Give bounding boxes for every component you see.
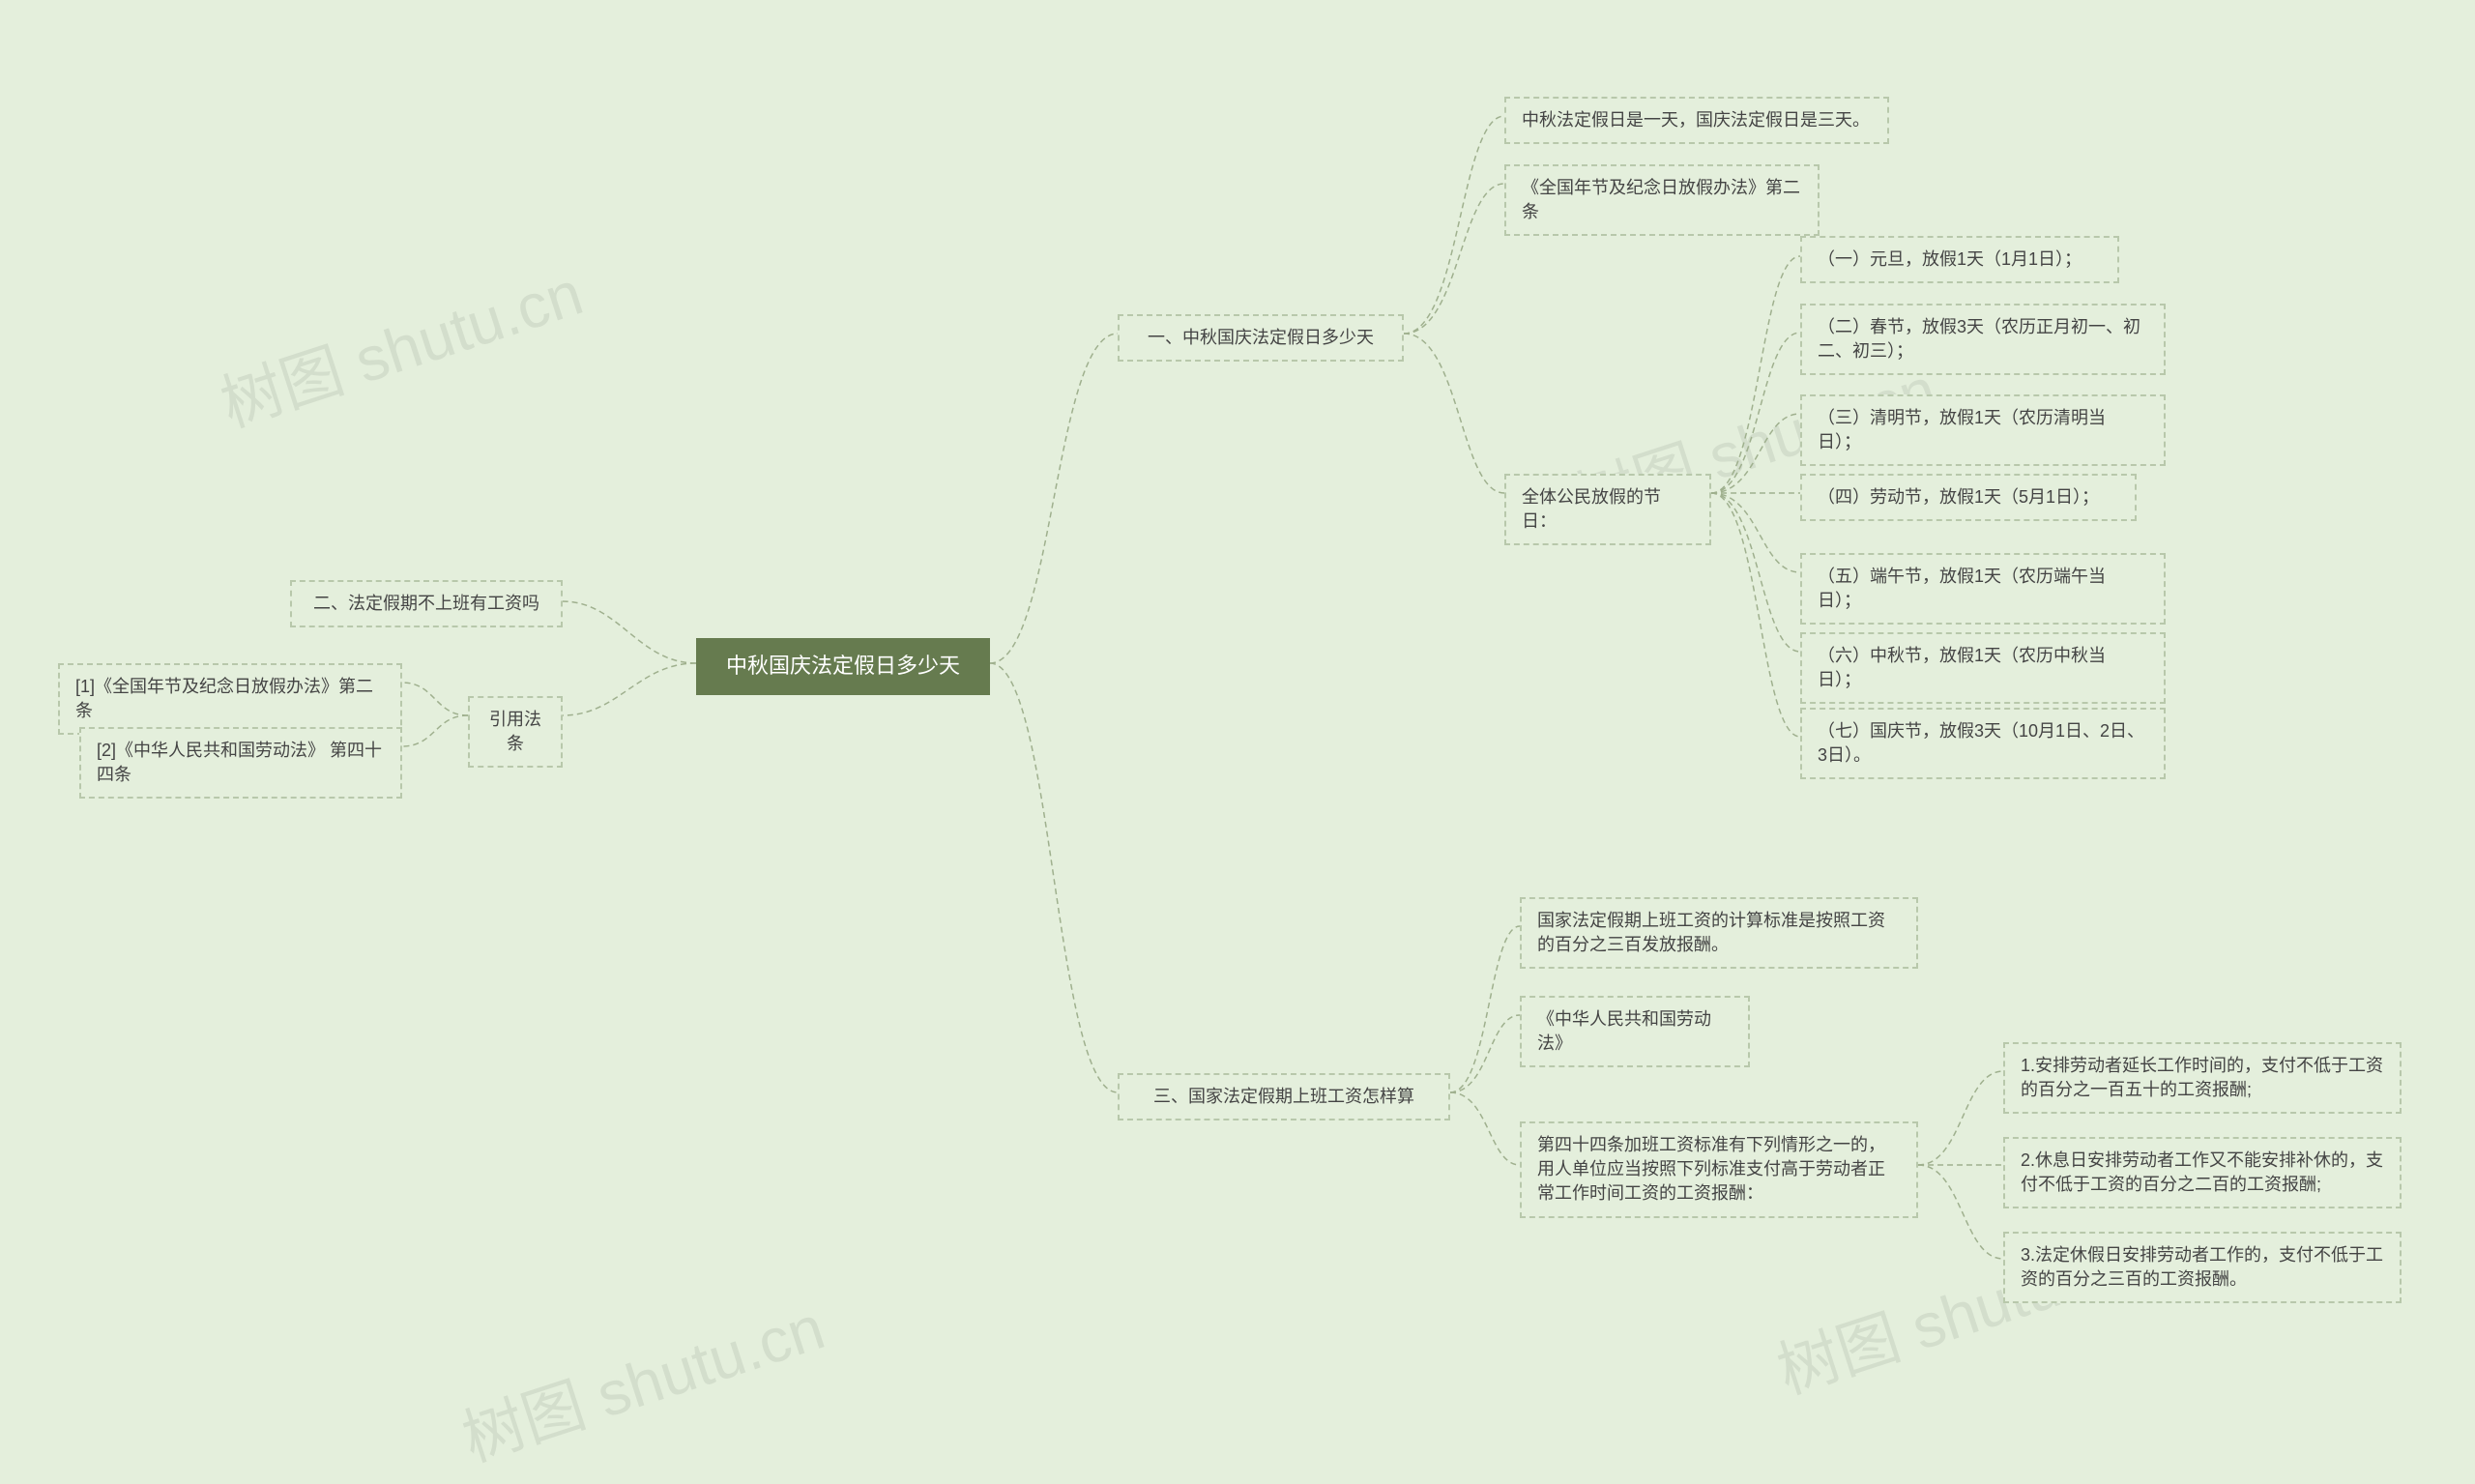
root-node: 中秋国庆法定假日多少天 [696, 638, 990, 695]
section1-item-1: 中秋法定假日是一天，国庆法定假日是三天。 [1504, 97, 1889, 144]
holiday-4: （四）劳动节，放假1天（5月1日）； [1800, 474, 2137, 521]
ref-item-2: [2]《中华人民共和国劳动法》 第四十四条 [79, 727, 402, 799]
article44-item-1: 1.安排劳动者延长工作时间的，支付不低于工资的百分之一百五十的工资报酬; [2003, 1042, 2402, 1114]
article44-item-3: 3.法定休假日安排劳动者工作的，支付不低于工资的百分之三百的工资报酬。 [2003, 1232, 2402, 1303]
watermark: 树图 shutu.cn [208, 244, 592, 444]
refs-label-node: 引用法条 [468, 696, 563, 768]
article44-item-2: 2.休息日安排劳动者工作又不能安排补休的，支付不低于工资的百分之二百的工资报酬; [2003, 1137, 2402, 1208]
section3-node: 三、国家法定假期上班工资怎样算 [1118, 1073, 1450, 1120]
section3-item-2: 《中华人民共和国劳动法》 [1520, 996, 1750, 1067]
section3-item-1: 国家法定假期上班工资的计算标准是按照工资的百分之三百发放报酬。 [1520, 897, 1918, 969]
holiday-2: （二）春节，放假3天（农历正月初一、初二、初三）； [1800, 304, 2166, 375]
section2-node: 二、法定假期不上班有工资吗 [290, 580, 563, 627]
holiday-1: （一）元旦，放假1天（1月1日）； [1800, 236, 2119, 283]
holiday-7: （七）国庆节，放假3天（10月1日、2日、3日）。 [1800, 708, 2166, 779]
holiday-5: （五）端午节，放假1天（农历端午当日）； [1800, 553, 2166, 625]
holiday-6: （六）中秋节，放假1天（农历中秋当日）； [1800, 632, 2166, 704]
section1-item-2: 《全国年节及纪念日放假办法》第二条 [1504, 164, 1820, 236]
watermark: 树图 shutu.cn [450, 1278, 833, 1478]
holidays-label: 全体公民放假的节日： [1504, 474, 1711, 545]
article44-label: 第四十四条加班工资标准有下列情形之一的，用人单位应当按照下列标准支付高于劳动者正… [1520, 1121, 1918, 1218]
holiday-3: （三）清明节，放假1天（农历清明当日）； [1800, 394, 2166, 466]
section1-node: 一、中秋国庆法定假日多少天 [1118, 314, 1404, 362]
ref-item-1: [1]《全国年节及纪念日放假办法》第二条 [58, 663, 402, 735]
